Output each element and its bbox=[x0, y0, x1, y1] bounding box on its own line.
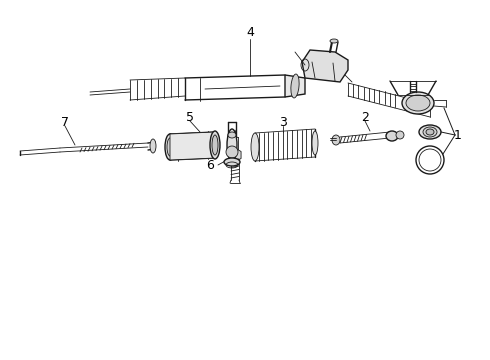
Ellipse shape bbox=[312, 131, 318, 155]
Ellipse shape bbox=[291, 74, 299, 98]
Ellipse shape bbox=[226, 146, 238, 158]
Ellipse shape bbox=[423, 127, 437, 137]
Ellipse shape bbox=[406, 95, 430, 111]
Ellipse shape bbox=[212, 135, 218, 155]
Text: 4: 4 bbox=[246, 26, 254, 39]
Ellipse shape bbox=[228, 132, 236, 138]
Ellipse shape bbox=[210, 131, 220, 159]
Polygon shape bbox=[233, 130, 237, 137]
Text: 3: 3 bbox=[279, 116, 287, 129]
Ellipse shape bbox=[227, 129, 237, 161]
Polygon shape bbox=[285, 75, 305, 97]
Text: 5: 5 bbox=[186, 111, 194, 123]
Ellipse shape bbox=[224, 158, 240, 166]
Ellipse shape bbox=[167, 138, 173, 156]
Polygon shape bbox=[170, 132, 215, 160]
Polygon shape bbox=[302, 50, 348, 82]
Ellipse shape bbox=[402, 92, 434, 114]
Text: 2: 2 bbox=[361, 111, 369, 123]
Ellipse shape bbox=[165, 134, 175, 160]
Ellipse shape bbox=[396, 131, 404, 139]
Ellipse shape bbox=[330, 39, 338, 43]
Text: 1: 1 bbox=[454, 129, 462, 141]
Ellipse shape bbox=[419, 125, 441, 139]
Ellipse shape bbox=[386, 131, 398, 141]
Ellipse shape bbox=[426, 129, 434, 135]
Ellipse shape bbox=[150, 139, 156, 153]
Polygon shape bbox=[229, 148, 241, 162]
Ellipse shape bbox=[251, 133, 259, 161]
Ellipse shape bbox=[332, 135, 340, 145]
Text: 6: 6 bbox=[206, 158, 214, 171]
Text: 7: 7 bbox=[61, 116, 69, 129]
